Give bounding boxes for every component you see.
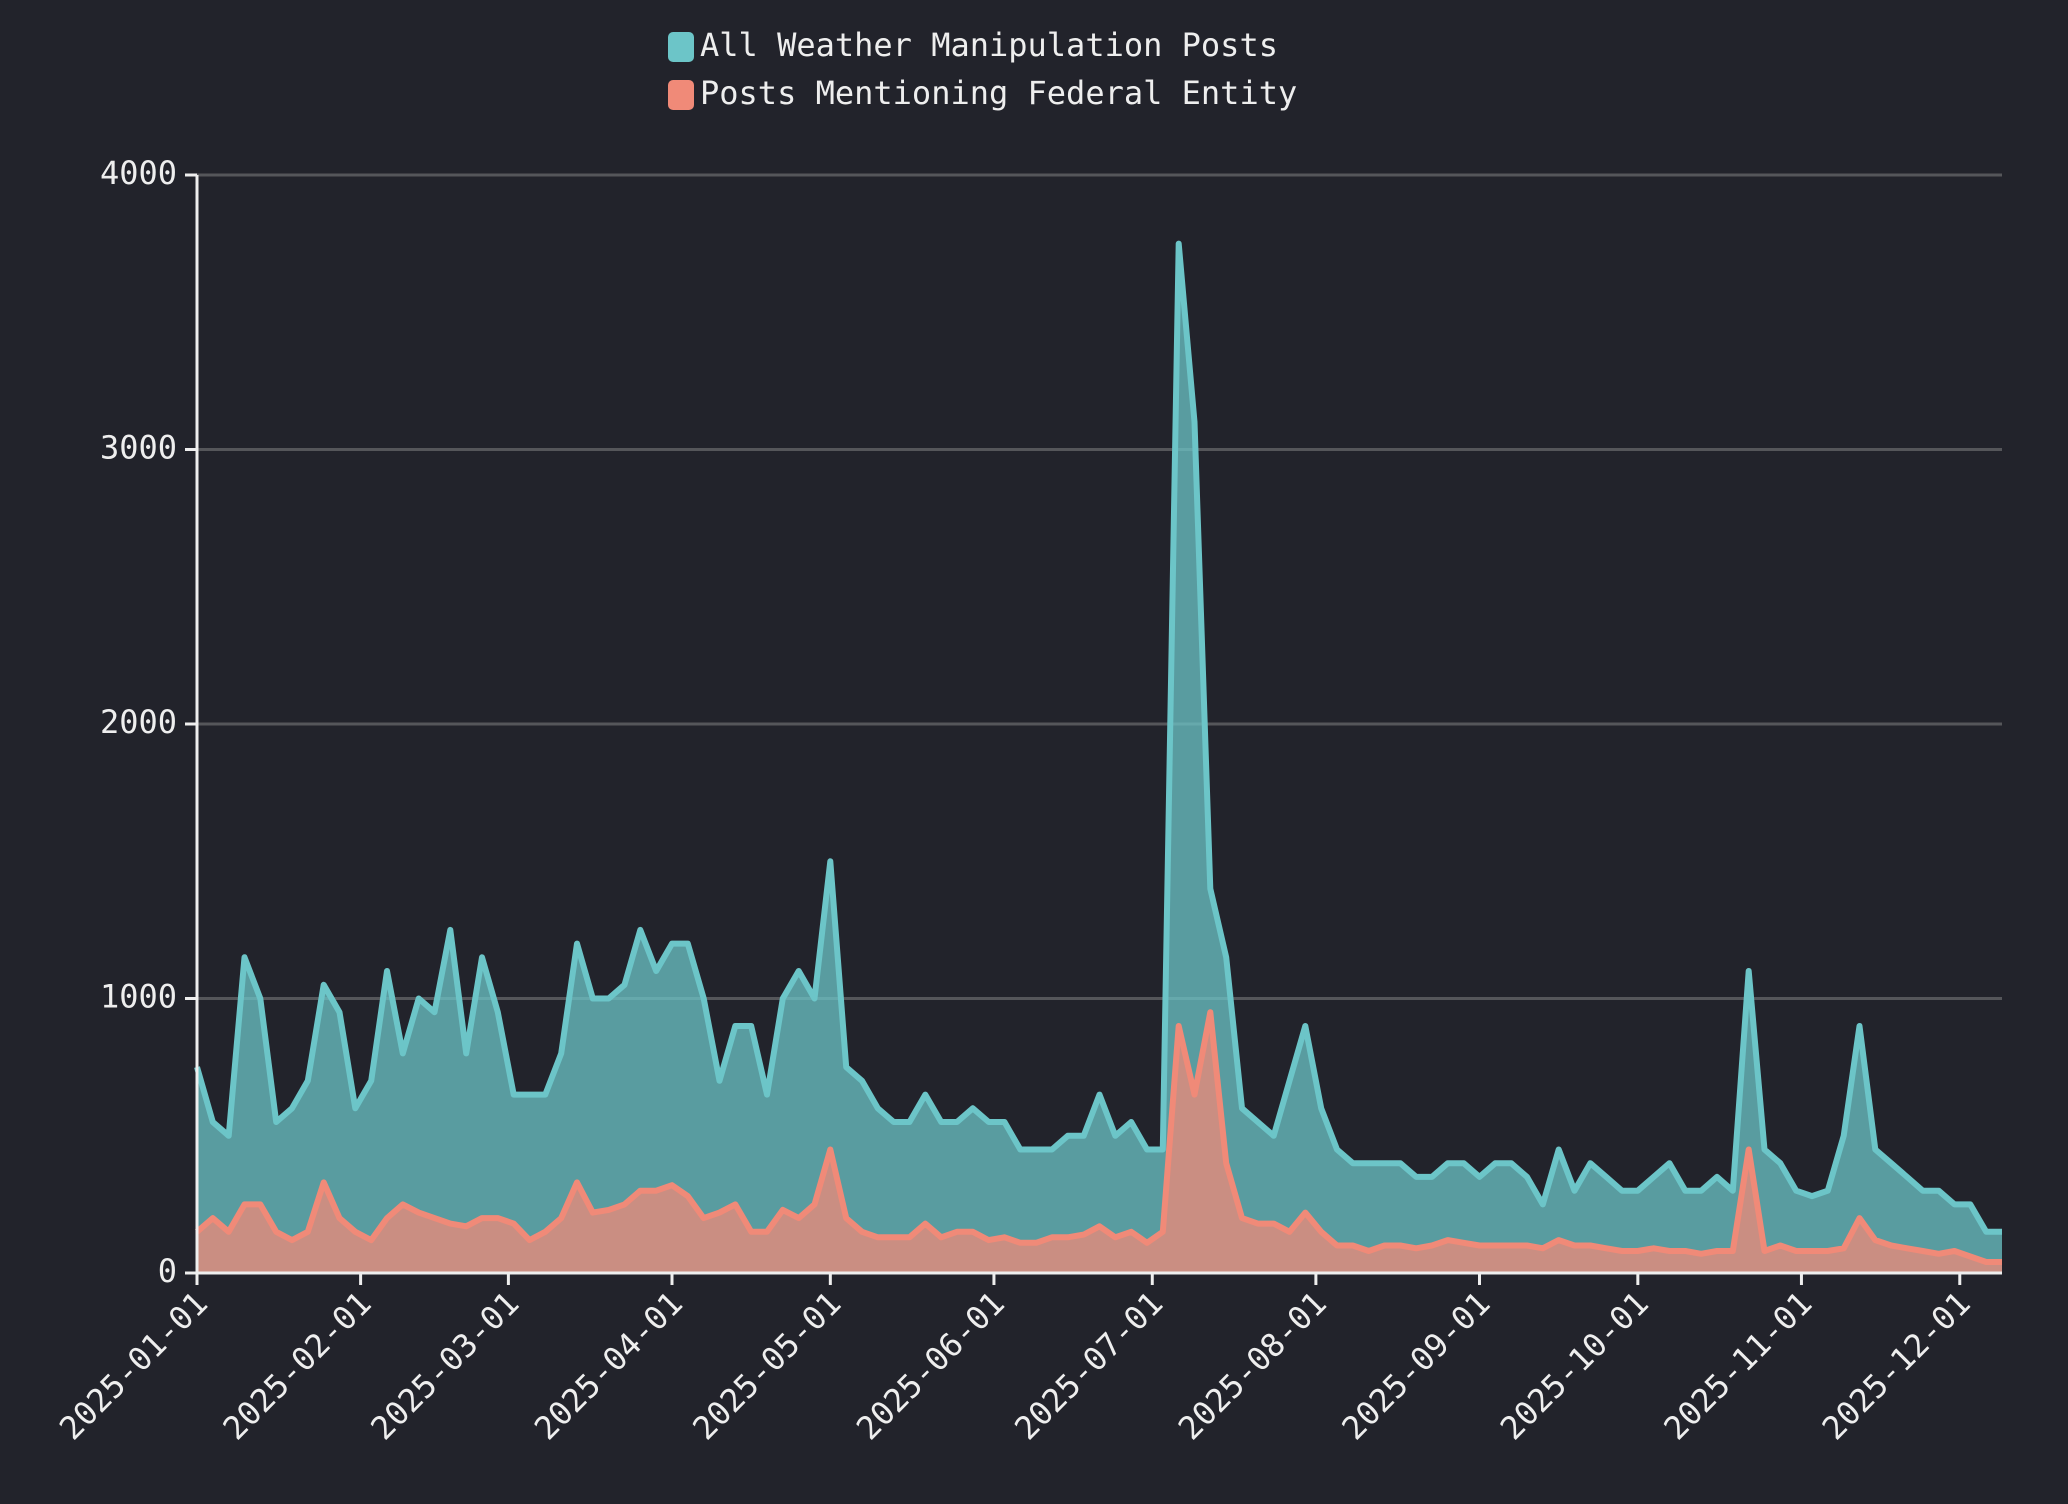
series-line xyxy=(195,1009,2002,1265)
x-tick-label: 2025-01-01 xyxy=(52,1284,215,1447)
y-tick-label: 0 xyxy=(158,1252,177,1290)
y-tick-label: 4000 xyxy=(100,154,177,192)
series-area xyxy=(197,243,2002,1274)
x-tick-label: 2025-11-01 xyxy=(1656,1284,1819,1447)
legend-label: All Weather Manipulation Posts xyxy=(700,26,1278,64)
x-tick-label: 2025-04-01 xyxy=(527,1284,690,1447)
x-tick-label: 2025-03-01 xyxy=(363,1284,526,1447)
x-tick-label: 2025-06-01 xyxy=(849,1284,1012,1447)
y-tick-label: 3000 xyxy=(100,429,177,467)
y-tick-label: 2000 xyxy=(100,703,177,741)
legend-swatch xyxy=(668,80,694,110)
y-tick-label: 1000 xyxy=(100,978,177,1016)
x-tick-label: 2025-07-01 xyxy=(1007,1284,1170,1447)
legend-swatch xyxy=(668,32,694,62)
series-area xyxy=(197,1012,2002,1273)
series-line xyxy=(194,240,2002,1235)
x-tick-label: 2025-08-01 xyxy=(1171,1284,1334,1447)
x-tick-label: 2025-10-01 xyxy=(1493,1284,1656,1447)
x-tick-label: 2025-09-01 xyxy=(1334,1284,1497,1447)
x-tick-label: 2025-12-01 xyxy=(1815,1284,1978,1447)
legend-label: Posts Mentioning Federal Entity xyxy=(700,74,1297,112)
x-tick-label: 2025-02-01 xyxy=(216,1284,379,1447)
x-tick-label: 2025-05-01 xyxy=(685,1284,848,1447)
